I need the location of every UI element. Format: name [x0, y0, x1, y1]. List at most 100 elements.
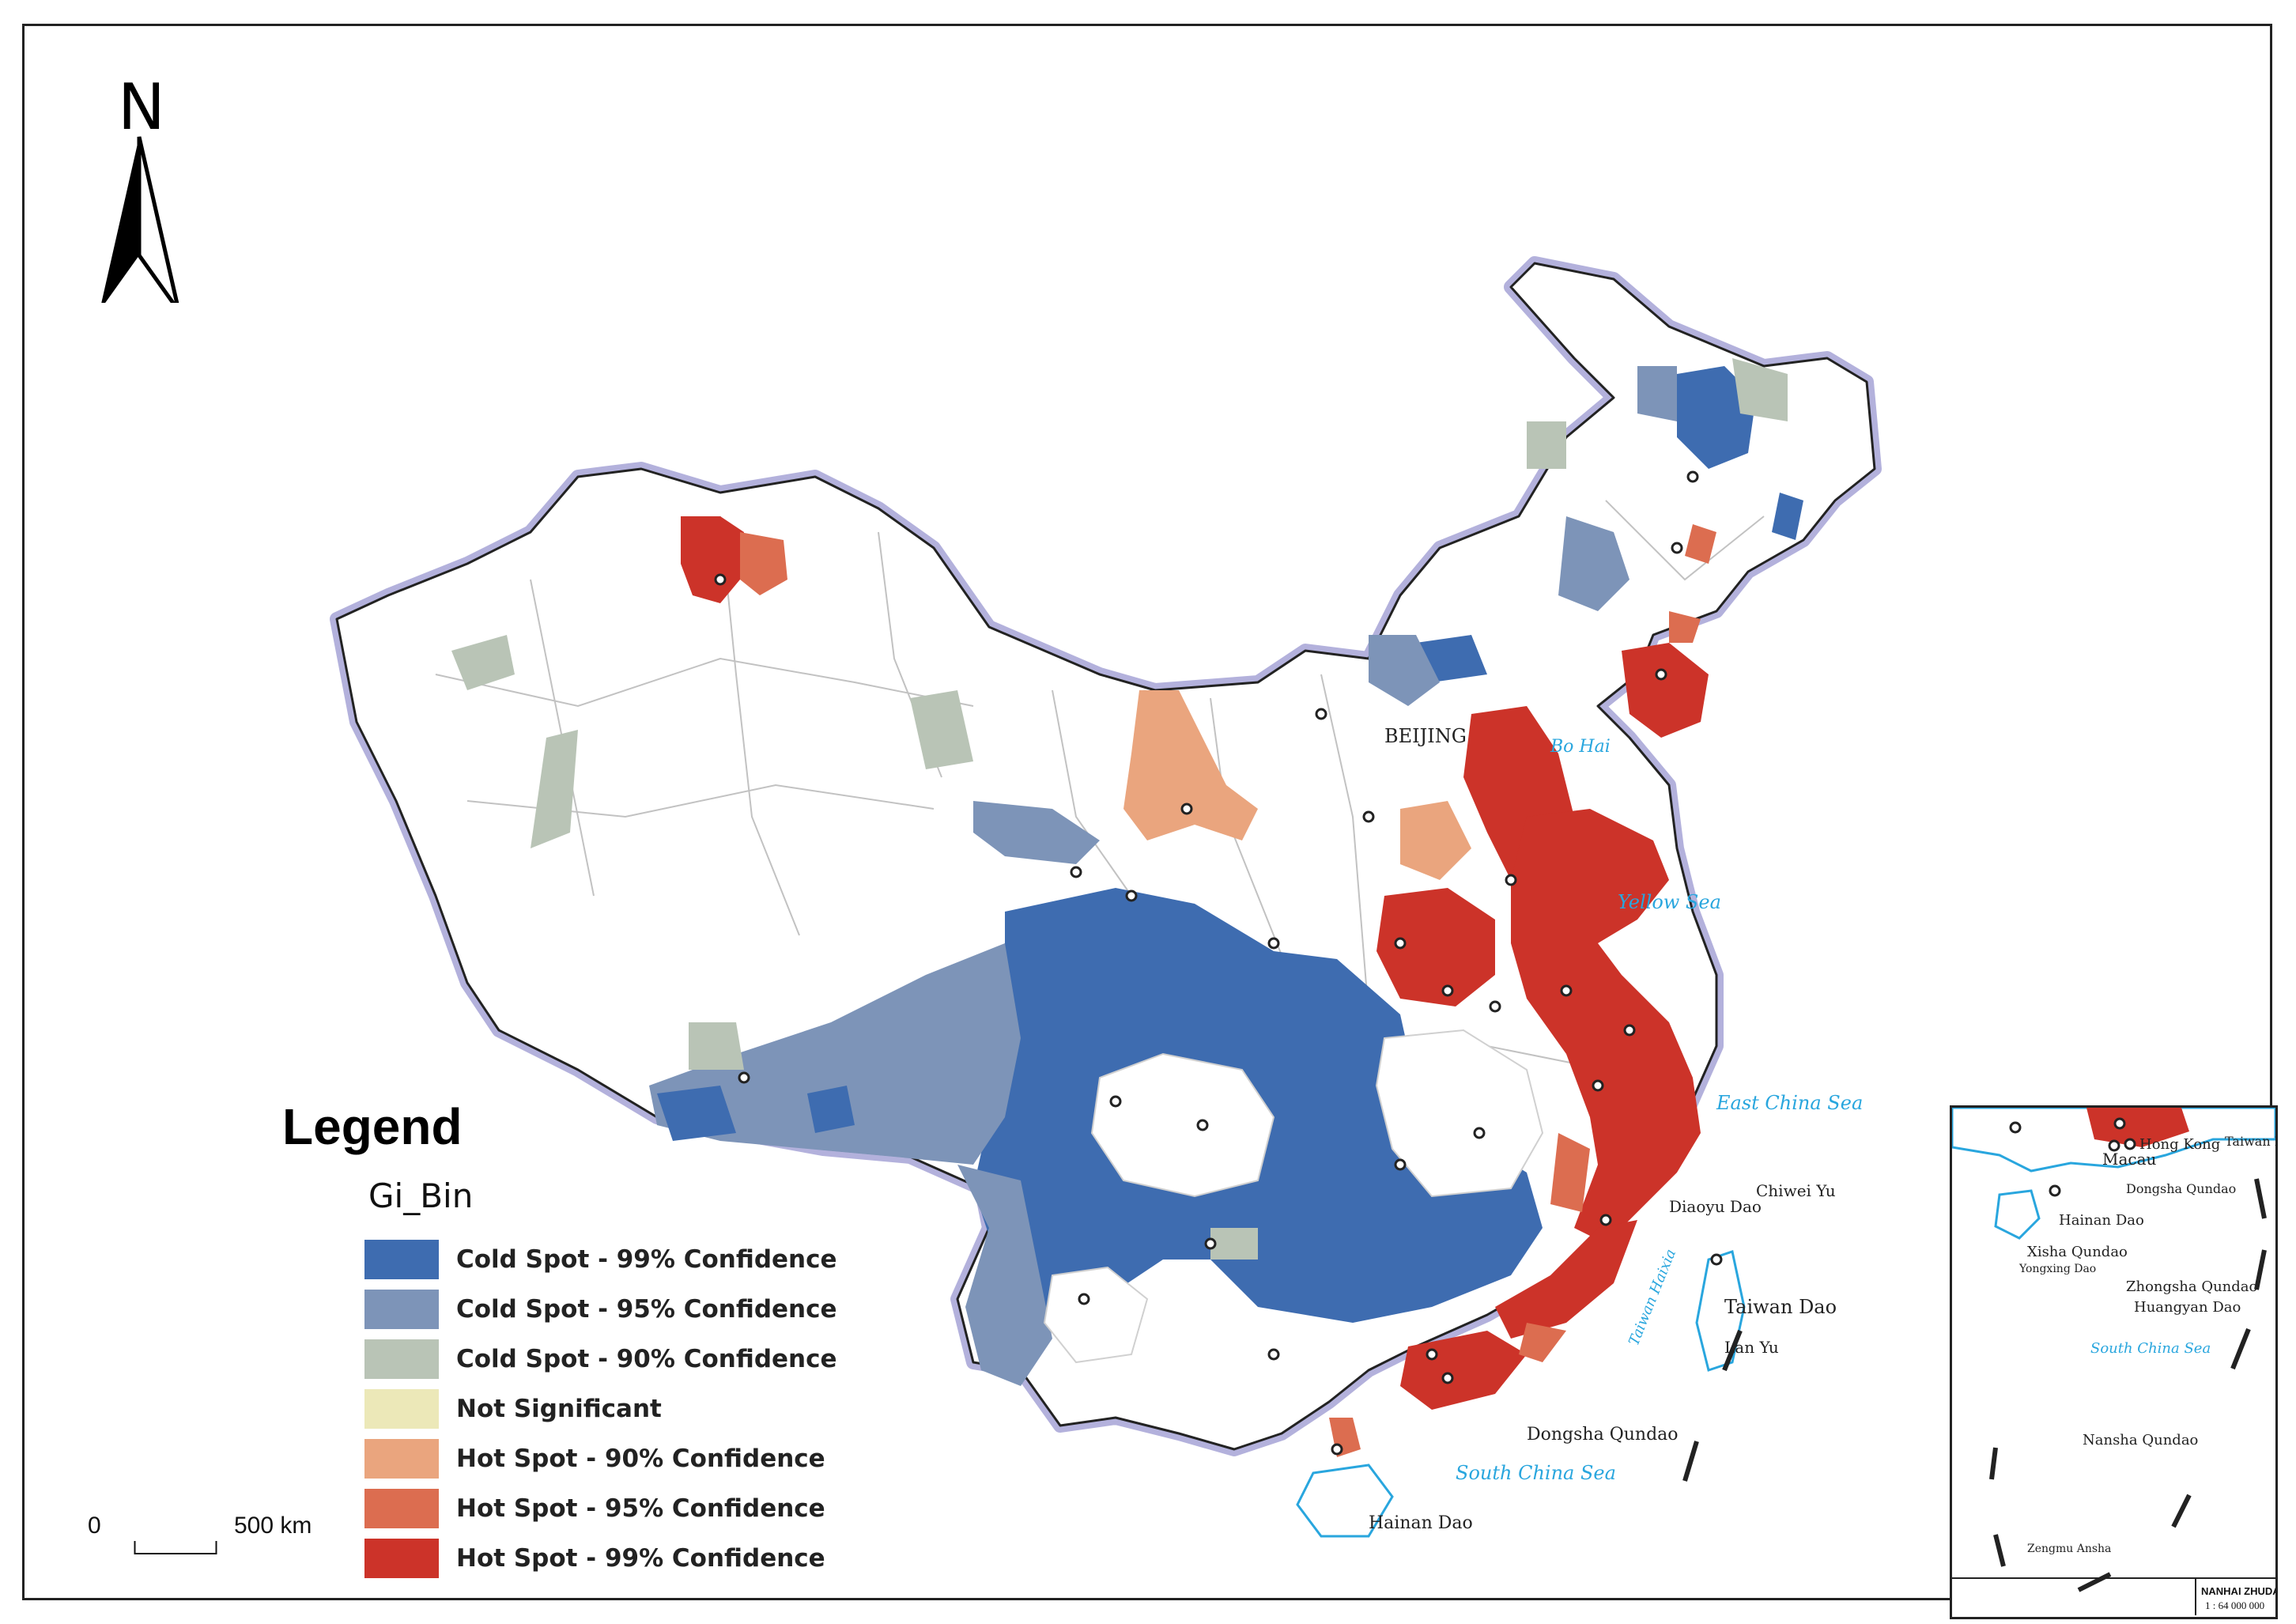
inset-label-dongsha-qundao: Dongsha Qundao: [2126, 1181, 2236, 1196]
region-not-highlighted: [1375, 1029, 1544, 1198]
legend-item: Hot Spot - 99% Confidence: [364, 1533, 847, 1583]
inset-label-zhongsha-qundao: Zhongsha Qundao: [2126, 1278, 2257, 1295]
main-map: BEIJING Bo Hai Yellow Sea East China Sea…: [330, 256, 1882, 1538]
inset-map-canvas: Macau Hong Kong Taiwan Dao Dongsha Qunda…: [1952, 1108, 2275, 1592]
label-east-china-sea: East China Sea: [1716, 1092, 1863, 1114]
region-cold-90: [689, 1022, 744, 1070]
legend-field-name: Gi_Bin: [368, 1176, 474, 1215]
region-cold-99: [807, 1086, 855, 1133]
region-cold-95: [957, 1165, 1052, 1386]
region-not-highlighted: [1090, 1052, 1275, 1198]
region-hot-99: [1495, 1220, 1637, 1339]
region-cold-90: [531, 730, 578, 848]
legend-item: Cold Spot - 95% Confidence: [364, 1284, 847, 1334]
legend-swatch: [364, 1388, 439, 1429]
legend-item: Not Significant: [364, 1384, 847, 1433]
legend-swatch: [364, 1538, 439, 1578]
region-cold-90: [1527, 421, 1566, 469]
inset-label-south-china-sea: South China Sea: [2090, 1340, 2211, 1357]
region-hot-95: [1685, 524, 1716, 564]
region-hot-95: [1550, 1133, 1590, 1212]
maritime-boundary-dashes: [1682, 1329, 1743, 1482]
legend-label: Hot Spot - 99% Confidence: [456, 1543, 825, 1573]
label-taiwan-haixia: Taiwan Haixia: [1626, 1247, 1679, 1348]
inset-caption: NANHAI ZHUDAO 1 : 64 000 000: [1952, 1577, 2275, 1617]
city-markers: [714, 470, 1723, 1456]
region-cold-95: [649, 943, 1021, 1165]
region-hot-95: [1669, 611, 1701, 643]
inset-hainan: [1994, 1189, 2041, 1240]
label-lan-yu: Lan Yu: [1724, 1338, 1779, 1357]
map-frame: BEIJING Bo Hai Yellow Sea East China Sea…: [22, 24, 2278, 1619]
legend-label: Cold Spot - 95% Confidence: [456, 1294, 837, 1324]
scale-distance-label: 500 km: [234, 1513, 312, 1539]
region-hot-99: [1511, 809, 1701, 1244]
region-cold-95: [1637, 366, 1677, 421]
inset-label-hong-kong: Hong Kong: [2139, 1136, 2220, 1153]
region-hot-99: [681, 516, 744, 603]
label-taiwan-dao: Taiwan Dao: [1724, 1296, 1837, 1318]
legend: Legend Gi_Bin Cold Spot - 99% Confidence…: [278, 1097, 847, 1583]
region-not-highlighted: [1043, 1266, 1149, 1364]
legend-swatch: [364, 1488, 439, 1528]
region-cold-90: [910, 690, 973, 769]
legend-label: Cold Spot - 90% Confidence: [456, 1344, 837, 1373]
inset-label-xisha-qundao: Xisha Qundao: [2027, 1244, 2128, 1260]
label-dongsha-qundao: Dongsha Qundao: [1527, 1425, 1679, 1445]
legend-swatch: [364, 1339, 439, 1379]
label-south-china-sea: South China Sea: [1456, 1462, 1616, 1484]
inset-markers: [2009, 1117, 2136, 1197]
inset-label-hainan-dao: Hainan Dao: [2059, 1212, 2144, 1229]
legend-label: Hot Spot - 95% Confidence: [456, 1494, 825, 1523]
legend-swatch: [364, 1289, 439, 1329]
inset-label-macau: Macau: [2102, 1150, 2157, 1169]
inset-label-taiwan-dao: Taiwan Dao: [2225, 1134, 2275, 1149]
north-arrow-icon: [101, 136, 179, 303]
legend-label: Not Significant: [456, 1394, 662, 1423]
legend-swatch: [364, 1438, 439, 1479]
label-bo-hai: Bo Hai: [1550, 737, 1611, 757]
legend-title: Legend: [282, 1098, 463, 1155]
region-cold-99: [657, 1086, 736, 1141]
scale-zero-label: 0: [88, 1513, 101, 1539]
region-cold-90: [1732, 358, 1788, 421]
region-cold-95: [1369, 635, 1440, 706]
region-hot-95: [740, 532, 787, 595]
scale-bar: [134, 1541, 217, 1554]
region-cold-99: [1772, 493, 1803, 540]
taiwan-island: [1695, 1250, 1746, 1372]
inset-label-huangyan-dao: Huangyan Dao: [2134, 1299, 2241, 1316]
inset-caption-scale: 1 : 64 000 000: [2205, 1599, 2264, 1611]
inset-hot-spot: [2086, 1108, 2189, 1147]
region-cold-99: [1677, 366, 1756, 469]
region-cold-90: [1210, 1228, 1258, 1260]
legend-label: Cold Spot - 99% Confidence: [456, 1244, 837, 1274]
label-yellow-sea: Yellow Sea: [1618, 891, 1721, 913]
label-chiwei-yu: Chiwei Yu: [1756, 1181, 1836, 1200]
hainan-island: [1296, 1463, 1394, 1538]
inset-caption-title: NANHAI ZHUDAO: [2201, 1585, 2275, 1597]
label-hainan-dao: Hainan Dao: [1369, 1513, 1473, 1533]
legend-item: Cold Spot - 90% Confidence: [364, 1334, 847, 1384]
label-beijing: BEIJING: [1384, 725, 1467, 747]
region-hot-95: [1519, 1323, 1566, 1362]
legend-swatch: [364, 1239, 439, 1279]
legend-label: Hot Spot - 90% Confidence: [456, 1444, 825, 1473]
inset-label-nansha-qundao: Nansha Qundao: [2083, 1432, 2198, 1448]
region-hot-90: [1123, 690, 1258, 840]
region-hot-99: [1622, 643, 1709, 738]
legend-item: Hot Spot - 95% Confidence: [364, 1483, 847, 1533]
region-cold-90: [451, 635, 515, 690]
inset-label-zengmu-ansha: Zengmu Ansha: [2027, 1543, 2111, 1555]
inset-label-yongxing-dao: Yongxing Dao: [2018, 1263, 2096, 1275]
inset-map-nanhai: Macau Hong Kong Taiwan Dao Dongsha Qunda…: [1950, 1105, 2278, 1619]
region-cold-95: [1558, 516, 1629, 611]
legend-item: Cold Spot - 99% Confidence: [364, 1234, 847, 1284]
region-hot-99: [1376, 888, 1495, 1007]
inset-dashes: [1989, 1178, 2267, 1592]
north-label: N: [118, 70, 165, 144]
label-diaoyu-dao: Diaoyu Dao: [1669, 1197, 1762, 1216]
legend-item: Hot Spot - 90% Confidence: [364, 1433, 847, 1483]
region-hot-90: [1400, 801, 1471, 880]
region-cold-95: [973, 801, 1100, 864]
